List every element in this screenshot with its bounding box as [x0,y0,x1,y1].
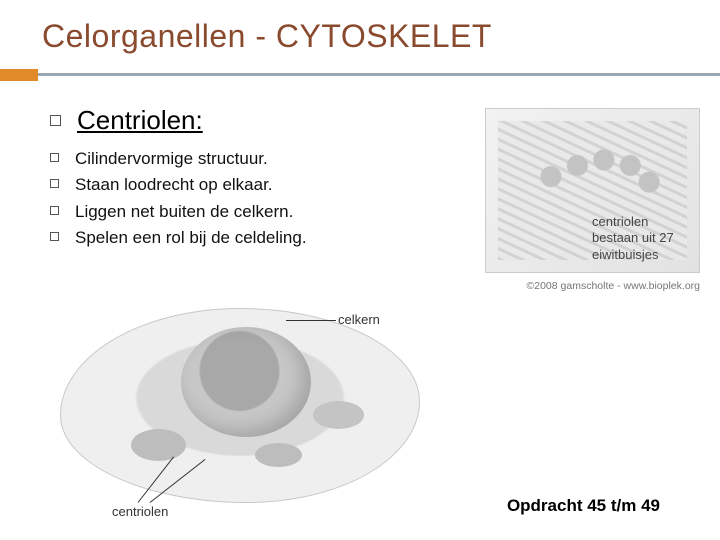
cell-label-centrioles: centriolen [112,504,168,519]
heading-bullet-icon [50,115,61,126]
bullet-icon [50,206,59,215]
title-rule-line [38,69,720,81]
bullet-text: Liggen net buiten de celkern. [75,199,293,225]
bullet-icon [50,179,59,188]
centriole-diagram-caption: centriolen bestaan uit 27 eiwitbuisjes [592,214,692,263]
cell-cutaway-image [60,308,420,503]
bullet-text: Cilindervormige structuur. [75,146,268,172]
slide-title: Celorganellen - CYTOSKELET [0,0,720,69]
bullet-text: Spelen een rol bij de celdeling. [75,225,307,251]
caption-line: bestaan uit 27 [592,230,674,245]
caption-line: eiwitbuisjes [592,247,658,262]
bullet-text: Staan loodrecht op elkaar. [75,172,273,198]
title-rule-accent [0,69,38,81]
assignment-note: Opdracht 45 t/m 49 [507,496,660,516]
bullet-icon [50,232,59,241]
title-rule [0,69,720,81]
bullet-icon [50,153,59,162]
cell-label-nucleus: celkern [338,312,380,327]
heading-text: Centriolen: [77,105,203,136]
caption-line: centriolen [592,214,648,229]
centriole-diagram-credit: ©2008 gamscholte - www.bioplek.org [527,280,701,292]
